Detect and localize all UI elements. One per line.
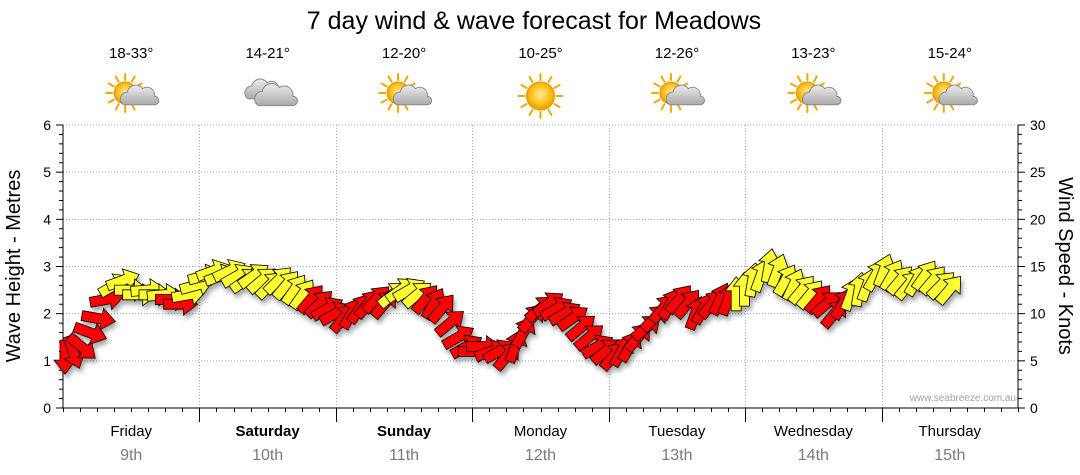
day-date: 12th <box>525 447 556 464</box>
cloud-icon <box>244 78 298 107</box>
y2-tick-label: 25 <box>1030 164 1046 180</box>
day-name: Monday <box>514 423 568 440</box>
y2-tick-label: 15 <box>1030 259 1046 275</box>
y2-tick-label: 0 <box>1030 400 1038 416</box>
wind-arrow <box>564 315 595 343</box>
y-axis-ticks: 0 1 2 3 4 5 6 <box>43 117 63 416</box>
y2-tick-label: 10 <box>1030 306 1046 322</box>
sun-cloud-icon <box>105 73 160 113</box>
day-date: 13th <box>661 447 692 464</box>
sun-cloud-icon <box>650 73 705 113</box>
day-date: 10th <box>252 447 283 464</box>
temperature-range: 12-26° <box>655 45 699 62</box>
y-tick-label: 0 <box>43 400 51 416</box>
y-tick-label: 3 <box>43 259 51 275</box>
y2-axis-label: Wind Speed - Knots <box>1054 177 1076 355</box>
plot-area: 0 1 2 3 4 5 6 0 5 10 15 20 25 30 <box>43 117 1046 422</box>
temperature-range: 15-24° <box>928 45 972 62</box>
wind-arrow <box>80 307 117 331</box>
day-date: 11th <box>389 447 419 464</box>
day-name: Thursday <box>919 423 982 440</box>
day-name: Friday <box>110 423 152 440</box>
temperature-range: 10-25° <box>518 45 562 62</box>
y2-tick-label: 30 <box>1030 117 1046 133</box>
sun-cloud-icon <box>787 73 842 113</box>
day-labels: Friday 9th Saturday 10th Sunday 11th Monday 12t… <box>110 423 981 464</box>
sun-cloud-icon <box>378 73 433 113</box>
day-name: Wednesday <box>774 423 853 440</box>
temperature-range: 14-21° <box>245 45 289 62</box>
y-tick-label: 1 <box>43 353 51 369</box>
wind-arrow <box>65 332 96 359</box>
chart-title: 7 day wind & wave forecast for Meadows <box>307 7 761 35</box>
day-date: 15th <box>934 447 965 464</box>
wind-arrow <box>934 275 962 307</box>
wind-arrows <box>53 248 962 375</box>
y-tick-label: 4 <box>43 211 51 227</box>
day-date: 9th <box>120 447 142 464</box>
day-name: Saturday <box>236 423 301 440</box>
daily-temperatures: 18-33° 14-21° 12-20° 10-25° 12-26° 13-23° 15-2… <box>109 45 972 62</box>
y-axis-label: Wave Height - Metres <box>3 170 25 363</box>
wind-arrow <box>72 321 108 345</box>
sun-cloud-icon <box>923 73 978 113</box>
temperature-range: 12-20° <box>382 45 426 62</box>
weather-icons <box>105 73 978 119</box>
y2-tick-label: 5 <box>1030 353 1038 369</box>
wind-arrow <box>62 334 86 369</box>
y2-axis-ticks: 0 5 10 15 20 25 30 <box>1018 117 1046 416</box>
temperature-range: 18-33° <box>109 45 153 62</box>
day-date: 14th <box>798 447 829 464</box>
wind-arrow <box>433 311 464 338</box>
y-tick-label: 6 <box>43 117 51 133</box>
watermark: www.seabreeze.com.au <box>909 393 1016 404</box>
y2-tick-label: 20 <box>1030 211 1046 227</box>
temperature-range: 13-23° <box>791 45 835 62</box>
y-tick-label: 5 <box>43 164 51 180</box>
day-name: Tuesday <box>648 423 705 440</box>
day-name: Sunday <box>377 423 432 440</box>
wind-arrow <box>426 294 454 325</box>
sun-icon <box>517 73 564 119</box>
y-tick-label: 2 <box>43 306 51 322</box>
